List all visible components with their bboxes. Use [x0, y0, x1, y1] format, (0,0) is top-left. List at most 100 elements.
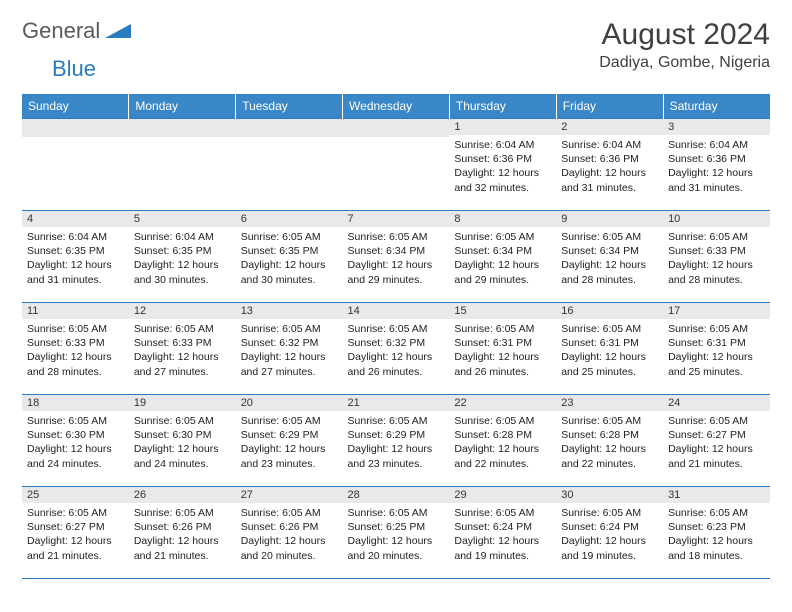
- sunrise-line: Sunrise: 6:05 AM: [134, 507, 214, 519]
- day-number: 25: [22, 487, 129, 503]
- day-number: 14: [343, 303, 450, 319]
- sunrise-line: Sunrise: 6:04 AM: [668, 139, 748, 151]
- weekday-header: Thursday: [449, 94, 556, 119]
- sunset-line: Sunset: 6:33 PM: [134, 337, 212, 349]
- calendar-cell: 6Sunrise: 6:05 AMSunset: 6:35 PMDaylight…: [236, 211, 343, 303]
- day-number: [22, 119, 129, 137]
- daylight-line: Daylight: 12 hours and 21 minutes.: [27, 535, 112, 561]
- daylight-line: Daylight: 12 hours and 26 minutes.: [454, 351, 539, 377]
- sunset-line: Sunset: 6:31 PM: [561, 337, 639, 349]
- calendar-week-row: 1Sunrise: 6:04 AMSunset: 6:36 PMDaylight…: [22, 119, 770, 211]
- calendar-cell: 25Sunrise: 6:05 AMSunset: 6:27 PMDayligh…: [22, 487, 129, 579]
- day-number: [343, 119, 450, 137]
- weekday-header-row: SundayMondayTuesdayWednesdayThursdayFrid…: [22, 94, 770, 119]
- calendar-cell: 30Sunrise: 6:05 AMSunset: 6:24 PMDayligh…: [556, 487, 663, 579]
- day-number: 17: [663, 303, 770, 319]
- sunrise-line: Sunrise: 6:05 AM: [668, 415, 748, 427]
- day-details: Sunrise: 6:05 AMSunset: 6:27 PMDaylight:…: [663, 411, 770, 475]
- day-number: 16: [556, 303, 663, 319]
- calendar-week-row: 4Sunrise: 6:04 AMSunset: 6:35 PMDaylight…: [22, 211, 770, 303]
- day-details: Sunrise: 6:05 AMSunset: 6:31 PMDaylight:…: [449, 319, 556, 383]
- calendar-cell: 3Sunrise: 6:04 AMSunset: 6:36 PMDaylight…: [663, 119, 770, 211]
- day-details: Sunrise: 6:05 AMSunset: 6:29 PMDaylight:…: [343, 411, 450, 475]
- sunset-line: Sunset: 6:36 PM: [454, 153, 532, 165]
- brand-general: General: [22, 18, 100, 44]
- calendar-cell: 21Sunrise: 6:05 AMSunset: 6:29 PMDayligh…: [343, 395, 450, 487]
- sunset-line: Sunset: 6:33 PM: [668, 245, 746, 257]
- daylight-line: Daylight: 12 hours and 31 minutes.: [561, 167, 646, 193]
- calendar-cell: 20Sunrise: 6:05 AMSunset: 6:29 PMDayligh…: [236, 395, 343, 487]
- sunrise-line: Sunrise: 6:05 AM: [668, 507, 748, 519]
- day-details: Sunrise: 6:05 AMSunset: 6:34 PMDaylight:…: [556, 227, 663, 291]
- sunset-line: Sunset: 6:30 PM: [27, 429, 105, 441]
- calendar-cell: 15Sunrise: 6:05 AMSunset: 6:31 PMDayligh…: [449, 303, 556, 395]
- calendar-cell: 16Sunrise: 6:05 AMSunset: 6:31 PMDayligh…: [556, 303, 663, 395]
- calendar-cell: 14Sunrise: 6:05 AMSunset: 6:32 PMDayligh…: [343, 303, 450, 395]
- sunset-line: Sunset: 6:26 PM: [241, 521, 319, 533]
- daylight-line: Daylight: 12 hours and 22 minutes.: [561, 443, 646, 469]
- sunset-line: Sunset: 6:26 PM: [134, 521, 212, 533]
- daylight-line: Daylight: 12 hours and 23 minutes.: [241, 443, 326, 469]
- sunrise-line: Sunrise: 6:05 AM: [348, 507, 428, 519]
- sunrise-line: Sunrise: 6:05 AM: [561, 323, 641, 335]
- day-details: Sunrise: 6:04 AMSunset: 6:35 PMDaylight:…: [129, 227, 236, 291]
- calendar-cell: [129, 119, 236, 211]
- day-details: Sunrise: 6:05 AMSunset: 6:34 PMDaylight:…: [449, 227, 556, 291]
- day-details: Sunrise: 6:05 AMSunset: 6:34 PMDaylight:…: [343, 227, 450, 291]
- sunset-line: Sunset: 6:32 PM: [241, 337, 319, 349]
- day-number: [236, 119, 343, 137]
- day-details: Sunrise: 6:04 AMSunset: 6:36 PMDaylight:…: [449, 135, 556, 199]
- day-number: 27: [236, 487, 343, 503]
- sunrise-line: Sunrise: 6:04 AM: [27, 231, 107, 243]
- day-number: 1: [449, 119, 556, 135]
- sunrise-line: Sunrise: 6:05 AM: [348, 231, 428, 243]
- day-details: Sunrise: 6:05 AMSunset: 6:30 PMDaylight:…: [129, 411, 236, 475]
- day-details: Sunrise: 6:05 AMSunset: 6:31 PMDaylight:…: [556, 319, 663, 383]
- day-details: Sunrise: 6:05 AMSunset: 6:33 PMDaylight:…: [663, 227, 770, 291]
- day-details: Sunrise: 6:05 AMSunset: 6:33 PMDaylight:…: [22, 319, 129, 383]
- sunset-line: Sunset: 6:24 PM: [561, 521, 639, 533]
- sunrise-line: Sunrise: 6:05 AM: [668, 231, 748, 243]
- day-number: 3: [663, 119, 770, 135]
- sunrise-line: Sunrise: 6:05 AM: [454, 507, 534, 519]
- day-number: 10: [663, 211, 770, 227]
- day-details: Sunrise: 6:05 AMSunset: 6:23 PMDaylight:…: [663, 503, 770, 567]
- day-number: 11: [22, 303, 129, 319]
- weekday-header: Saturday: [663, 94, 770, 119]
- calendar-cell: 29Sunrise: 6:05 AMSunset: 6:24 PMDayligh…: [449, 487, 556, 579]
- sunset-line: Sunset: 6:36 PM: [561, 153, 639, 165]
- month-title: August 2024: [599, 18, 770, 52]
- sunset-line: Sunset: 6:34 PM: [454, 245, 532, 257]
- daylight-line: Daylight: 12 hours and 31 minutes.: [668, 167, 753, 193]
- daylight-line: Daylight: 12 hours and 32 minutes.: [454, 167, 539, 193]
- daylight-line: Daylight: 12 hours and 21 minutes.: [134, 535, 219, 561]
- calendar-cell: 17Sunrise: 6:05 AMSunset: 6:31 PMDayligh…: [663, 303, 770, 395]
- weekday-header: Friday: [556, 94, 663, 119]
- calendar-cell: 28Sunrise: 6:05 AMSunset: 6:25 PMDayligh…: [343, 487, 450, 579]
- daylight-line: Daylight: 12 hours and 27 minutes.: [134, 351, 219, 377]
- day-details: Sunrise: 6:04 AMSunset: 6:36 PMDaylight:…: [663, 135, 770, 199]
- day-details: Sunrise: 6:05 AMSunset: 6:24 PMDaylight:…: [449, 503, 556, 567]
- day-number: 2: [556, 119, 663, 135]
- sunset-line: Sunset: 6:29 PM: [348, 429, 426, 441]
- triangle-icon: [105, 20, 131, 43]
- calendar-cell: 1Sunrise: 6:04 AMSunset: 6:36 PMDaylight…: [449, 119, 556, 211]
- day-details: Sunrise: 6:04 AMSunset: 6:36 PMDaylight:…: [556, 135, 663, 199]
- daylight-line: Daylight: 12 hours and 21 minutes.: [668, 443, 753, 469]
- day-number: 5: [129, 211, 236, 227]
- daylight-line: Daylight: 12 hours and 19 minutes.: [454, 535, 539, 561]
- daylight-line: Daylight: 12 hours and 20 minutes.: [348, 535, 433, 561]
- daylight-line: Daylight: 12 hours and 29 minutes.: [454, 259, 539, 285]
- day-details: Sunrise: 6:05 AMSunset: 6:29 PMDaylight:…: [236, 411, 343, 475]
- sunset-line: Sunset: 6:34 PM: [561, 245, 639, 257]
- sunrise-line: Sunrise: 6:05 AM: [241, 507, 321, 519]
- calendar-table: SundayMondayTuesdayWednesdayThursdayFrid…: [22, 94, 770, 579]
- daylight-line: Daylight: 12 hours and 30 minutes.: [241, 259, 326, 285]
- day-number: 19: [129, 395, 236, 411]
- weekday-header: Wednesday: [343, 94, 450, 119]
- day-details: Sunrise: 6:05 AMSunset: 6:27 PMDaylight:…: [22, 503, 129, 567]
- sunset-line: Sunset: 6:33 PM: [27, 337, 105, 349]
- sunset-line: Sunset: 6:29 PM: [241, 429, 319, 441]
- calendar-week-row: 18Sunrise: 6:05 AMSunset: 6:30 PMDayligh…: [22, 395, 770, 487]
- day-details: Sunrise: 6:05 AMSunset: 6:31 PMDaylight:…: [663, 319, 770, 383]
